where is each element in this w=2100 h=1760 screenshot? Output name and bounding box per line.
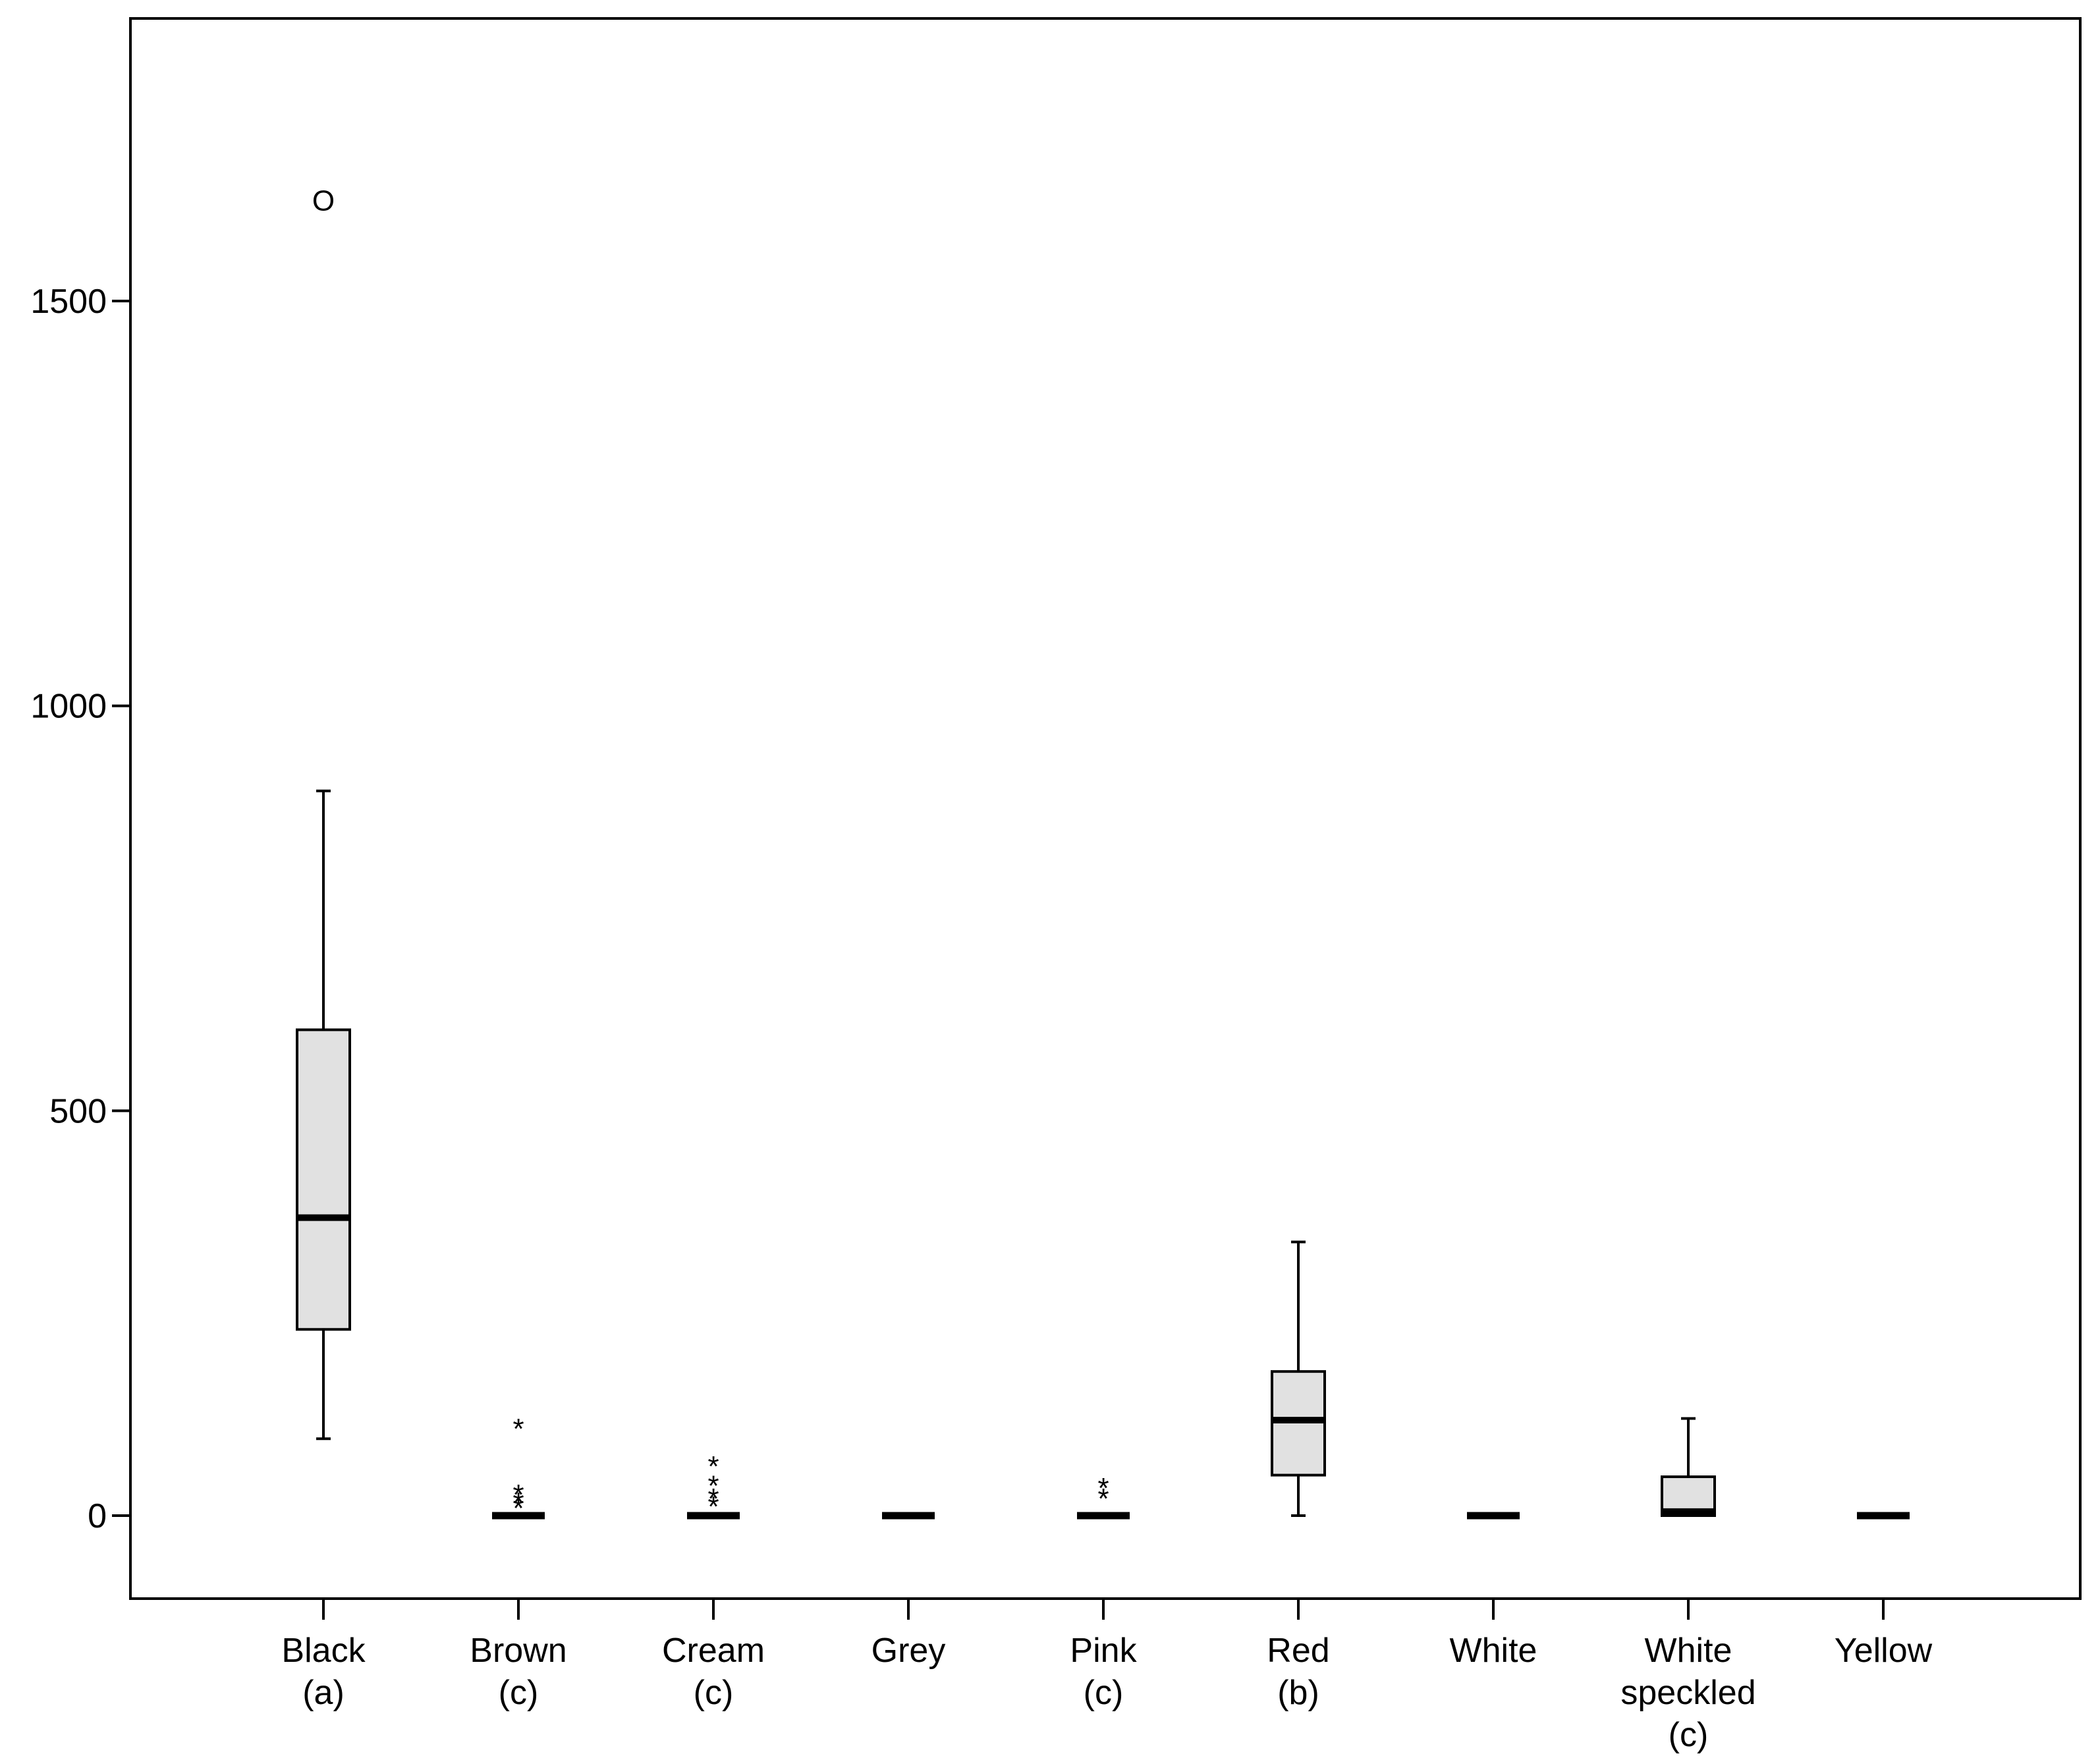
y-tick-label: 0 [88,1497,107,1535]
y-axis: 0 500 1000 1500 [30,283,130,1535]
x-category-label-line: Cream [662,1632,765,1670]
box-group [1271,1240,1326,1517]
box-body [296,1028,351,1331]
box-group: **** [687,1450,740,1523]
x-category-label: Red (b) [1267,1632,1329,1712]
extreme-marker: * [1097,1483,1109,1515]
x-category-label: Pink (c) [1070,1632,1137,1712]
extreme-marker: * [512,1487,524,1519]
x-category-label-line: (c) [694,1674,734,1712]
x-category-label: Grey [871,1632,946,1670]
extreme-marker: * [512,1479,524,1511]
extreme-marker: * [707,1450,719,1483]
box-group: O [296,184,351,1441]
x-category-label-line: (b) [1277,1674,1319,1712]
y-tick-label: 500 [49,1092,107,1130]
x-category-label-line: Red [1267,1632,1329,1670]
x-category-label-line: Pink [1070,1632,1137,1670]
x-category-label-line: Grey [871,1632,946,1670]
box-group [1661,1417,1716,1517]
x-category-label: White [1450,1632,1537,1670]
extreme-marker: * [1097,1472,1109,1504]
x-category-label: Brown (c) [470,1632,566,1712]
x-category-label-line: Black [281,1632,366,1670]
x-category-label: Cream (c) [662,1632,765,1712]
boxes-layer: O********** [296,184,1910,1525]
x-category-label-line: White [1450,1632,1537,1670]
extreme-marker: * [512,1413,524,1445]
x-category-label-line: (a) [302,1674,345,1712]
x-category-label-line: Yellow [1835,1632,1933,1670]
x-category-label: Yellow [1835,1632,1933,1670]
extreme-marker: * [707,1470,719,1502]
x-category-label-line: (c) [499,1674,539,1712]
extreme-marker: * [512,1493,524,1525]
x-category-label-line: (c) [1669,1716,1709,1754]
x-category-label-line: (c) [1084,1674,1124,1712]
x-category-label-line: Brown [470,1632,566,1670]
box-group: ** [1077,1472,1130,1520]
x-category-label-line: White [1645,1632,1732,1670]
box-group: **** [492,1413,545,1525]
x-axis: Black (a) Brown (c) Cream (c) Grey Pink (c) Red (b… [281,1599,1933,1754]
x-category-label: White speckled (c) [1620,1632,1755,1754]
outlier-marker: O [312,184,335,217]
x-category-label: Black (a) [281,1632,366,1712]
y-tick-label: 1000 [30,688,107,726]
y-tick-label: 1500 [30,283,107,321]
extreme-marker: * [707,1483,719,1515]
x-category-label-line: speckled [1620,1674,1755,1712]
plot-frame [129,17,2082,1600]
extreme-marker: * [707,1491,719,1523]
